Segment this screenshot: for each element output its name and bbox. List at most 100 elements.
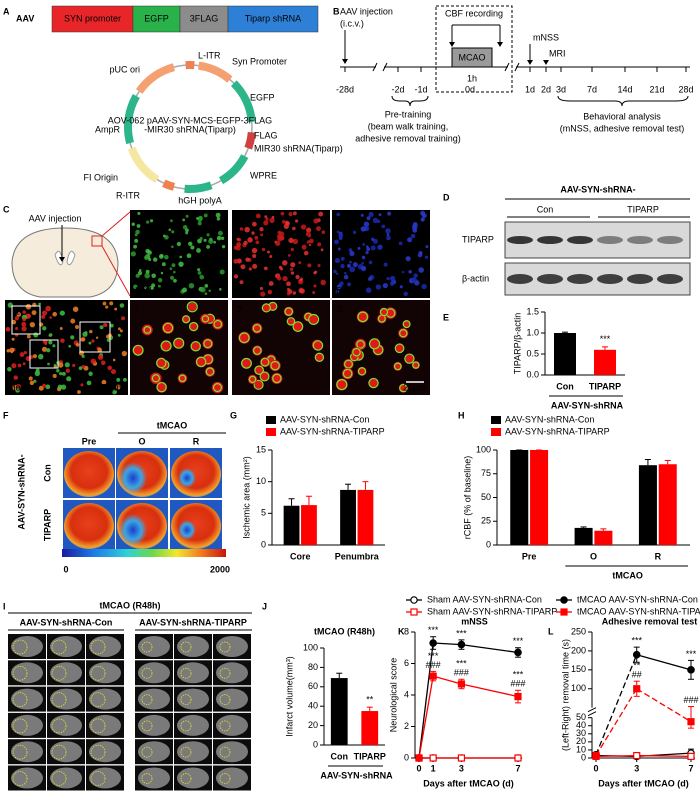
cell-gfp — [393, 362, 402, 371]
cell — [109, 323, 114, 328]
mri-lesion — [141, 720, 153, 732]
channel-label: DAPI — [336, 285, 357, 295]
y-axis-label: TIPARP/β-actin — [512, 313, 522, 375]
mri-lesion — [90, 771, 106, 786]
x-tick-label: 0 — [593, 763, 598, 773]
cell — [313, 271, 317, 275]
cell — [6, 348, 11, 353]
cell — [199, 236, 203, 241]
cell — [138, 269, 142, 272]
marker — [457, 680, 466, 688]
cell-gfp — [186, 301, 198, 313]
cell — [219, 269, 225, 275]
cell-gfp — [292, 321, 304, 332]
y-tick-label: 10 — [576, 744, 586, 754]
cell — [259, 227, 264, 232]
cell — [335, 378, 348, 391]
cell — [300, 224, 307, 230]
cell-gfp — [357, 311, 369, 323]
cell — [189, 321, 199, 332]
cell — [136, 224, 141, 228]
cell — [91, 339, 95, 343]
plasmid-feature — [135, 63, 176, 94]
protein-label: β-actin — [462, 273, 489, 283]
cell — [383, 262, 388, 267]
scale-bar-label: 50μm — [101, 382, 124, 392]
cell-gfp — [394, 343, 405, 354]
timeline-text: (mNSS, adhesive removal test) — [560, 123, 685, 133]
cell — [171, 245, 174, 249]
timepoint-label: O — [138, 436, 145, 446]
cell — [53, 363, 57, 367]
timeline-text: Pre-training — [385, 109, 432, 119]
cell — [52, 373, 57, 378]
marker — [514, 754, 522, 762]
cell — [378, 213, 382, 217]
panel-letter: C — [3, 204, 10, 214]
cell — [260, 371, 270, 381]
cell — [42, 383, 47, 388]
cell — [262, 303, 271, 312]
cell-gfp — [201, 315, 210, 323]
cell — [335, 289, 340, 294]
cell — [41, 346, 48, 352]
cell — [299, 278, 303, 282]
perfusion-condition: tMCAO — [157, 420, 188, 430]
band — [537, 274, 563, 284]
cell-gfp — [412, 361, 420, 369]
panel-letter: J — [262, 601, 267, 611]
cell — [298, 261, 302, 265]
cell — [196, 248, 201, 253]
axis-break — [587, 711, 597, 717]
cell — [144, 272, 150, 279]
cell — [271, 215, 275, 219]
cell — [170, 219, 173, 223]
cell — [38, 302, 42, 306]
cell — [61, 371, 66, 376]
cell — [26, 313, 32, 319]
cell — [95, 336, 99, 339]
cell — [195, 356, 207, 368]
marker — [687, 666, 695, 674]
cell — [163, 234, 166, 238]
cell — [312, 340, 324, 351]
y-tick-label: 80 — [308, 662, 318, 672]
cell — [372, 217, 379, 224]
cell — [307, 263, 312, 268]
chart-title: tMCAO (R48h) — [314, 626, 375, 636]
cell — [179, 255, 183, 259]
x-tick-label: 1 — [431, 763, 436, 773]
timeline-day: 14d — [617, 84, 632, 94]
significance: ** — [366, 695, 374, 705]
cell — [15, 388, 20, 393]
cell-gfp — [404, 353, 415, 364]
marker — [632, 650, 641, 659]
mri-brain — [177, 636, 209, 657]
group-label: AAV-SYN-shRNA — [551, 400, 624, 410]
region-label: 1 — [135, 304, 140, 314]
cell-gfp — [399, 329, 408, 338]
cell — [260, 233, 264, 237]
cell — [404, 353, 415, 364]
cell-gfp — [178, 374, 187, 383]
mri-lesion — [141, 641, 153, 653]
y-tick-label: 0 — [313, 739, 318, 749]
timeline-text: MCAO — [459, 52, 486, 62]
cell — [389, 275, 396, 282]
cell — [386, 235, 391, 241]
timeline-day: 3d — [556, 84, 566, 94]
mri-group: AAV-SYN-shRNA-TIPARP — [139, 617, 247, 627]
cell — [306, 227, 312, 233]
cell — [89, 329, 93, 334]
region-label: 3 — [337, 304, 342, 314]
cell-gfp — [241, 357, 252, 369]
plasmid-feature-label: L-ITR — [198, 50, 221, 60]
timepoint-label: Pre — [82, 436, 97, 446]
cell — [203, 238, 207, 242]
region-label: 2 — [33, 340, 38, 350]
axis-break — [587, 707, 597, 713]
cell — [286, 317, 296, 326]
y-tick-label: 6 — [404, 658, 409, 668]
bar — [361, 711, 379, 745]
